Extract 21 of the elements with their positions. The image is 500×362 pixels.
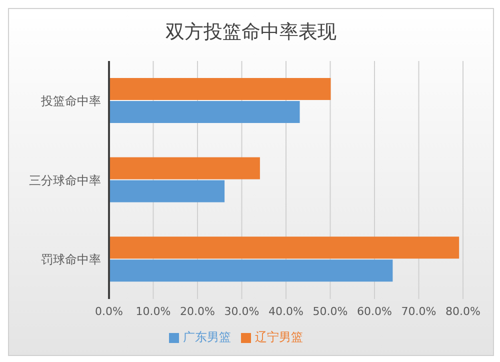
chart-title: 双方投篮命中率表现 — [164, 20, 338, 45]
y-tick-label: 罚球命中率 — [41, 252, 101, 267]
x-tick-label: 20.0% — [180, 304, 215, 318]
x-tick-label: 30.0% — [224, 304, 260, 318]
x-tick-label: 70.0% — [401, 304, 436, 318]
x-tick-label: 40.0% — [268, 304, 304, 318]
legend-label: 广东男篮 — [183, 330, 231, 344]
bar — [109, 78, 331, 100]
x-tick-label: 10.0% — [136, 304, 171, 318]
bar — [109, 260, 393, 282]
x-tick-label: 0.0% — [95, 304, 123, 318]
y-tick-label: 三分球命中率 — [29, 173, 101, 188]
bar — [109, 100, 300, 123]
x-tick-label: 80.0% — [446, 304, 480, 318]
legend-label: 辽宁男篮 — [255, 330, 303, 344]
bar — [109, 236, 460, 259]
x-tick-label: 50.0% — [312, 304, 348, 318]
y-tick-label: 投篮命中率 — [40, 94, 101, 108]
bar — [109, 157, 260, 180]
x-tick-label: 60.0% — [357, 304, 392, 318]
bar — [109, 180, 225, 202]
